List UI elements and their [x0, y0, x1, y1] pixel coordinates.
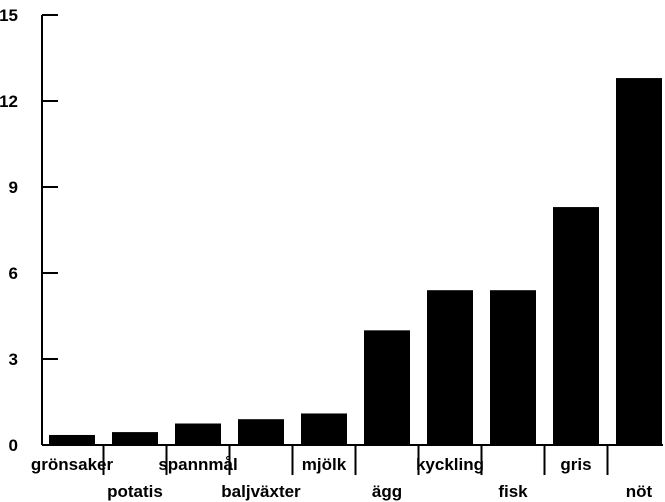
- y-tick-label: 9: [9, 178, 18, 197]
- bar-7: [427, 290, 473, 445]
- x-category-label: potatis: [107, 482, 163, 501]
- x-category-label: fisk: [498, 482, 528, 501]
- x-category-label: mjölk: [302, 455, 347, 474]
- bars: [49, 78, 662, 446]
- x-category-label: grönsaker: [31, 455, 114, 474]
- x-category-label: spannmål: [158, 455, 237, 474]
- bar-5: [301, 413, 347, 445]
- x-category-label: baljväxter: [221, 482, 301, 501]
- y-tick-label: 0: [9, 436, 18, 455]
- bar-2: [112, 432, 158, 445]
- bar-3: [175, 423, 221, 445]
- bar-4: [238, 419, 284, 445]
- x-category-label: kyckling: [416, 455, 484, 474]
- bar-10: [616, 78, 662, 446]
- y-tick-label: 15: [0, 6, 18, 25]
- bar-9: [553, 207, 599, 445]
- y-tick-label: 12: [0, 92, 18, 111]
- y-tick-label: 6: [9, 264, 18, 283]
- bar-8: [490, 290, 536, 445]
- y-tick-label: 3: [9, 350, 18, 369]
- x-category-label: gris: [560, 455, 591, 474]
- y-axis: 0 3 6 9 12 15: [0, 6, 58, 455]
- bar-1: [49, 434, 95, 445]
- x-category-label: nöt: [626, 482, 653, 501]
- x-category-label: ägg: [372, 482, 402, 501]
- bar-6: [364, 330, 410, 445]
